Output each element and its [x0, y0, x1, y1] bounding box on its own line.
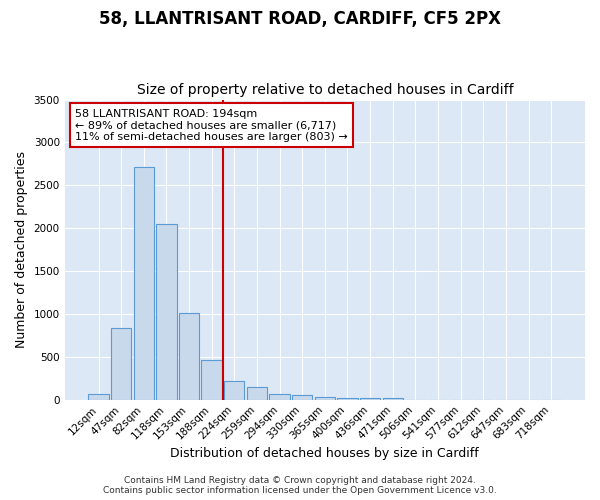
Bar [224, 381, 244, 400]
Bar [360, 398, 380, 400]
Bar [202, 360, 222, 400]
X-axis label: Distribution of detached houses by size in Cardiff: Distribution of detached houses by size … [170, 447, 479, 460]
Text: 58, LLANTRISANT ROAD, CARDIFF, CF5 2PX: 58, LLANTRISANT ROAD, CARDIFF, CF5 2PX [99, 10, 501, 28]
Bar [269, 394, 290, 400]
Bar [314, 397, 335, 400]
Bar [134, 168, 154, 400]
Bar [247, 387, 267, 400]
Bar [292, 396, 313, 400]
Text: 58 LLANTRISANT ROAD: 194sqm
← 89% of detached houses are smaller (6,717)
11% of : 58 LLANTRISANT ROAD: 194sqm ← 89% of det… [75, 108, 348, 142]
Y-axis label: Number of detached properties: Number of detached properties [15, 151, 28, 348]
Bar [88, 394, 109, 400]
Bar [337, 398, 358, 400]
Bar [156, 224, 176, 400]
Text: Contains HM Land Registry data © Crown copyright and database right 2024.
Contai: Contains HM Land Registry data © Crown c… [103, 476, 497, 495]
Bar [111, 328, 131, 400]
Bar [383, 398, 403, 400]
Bar [179, 313, 199, 400]
Title: Size of property relative to detached houses in Cardiff: Size of property relative to detached ho… [137, 83, 513, 97]
